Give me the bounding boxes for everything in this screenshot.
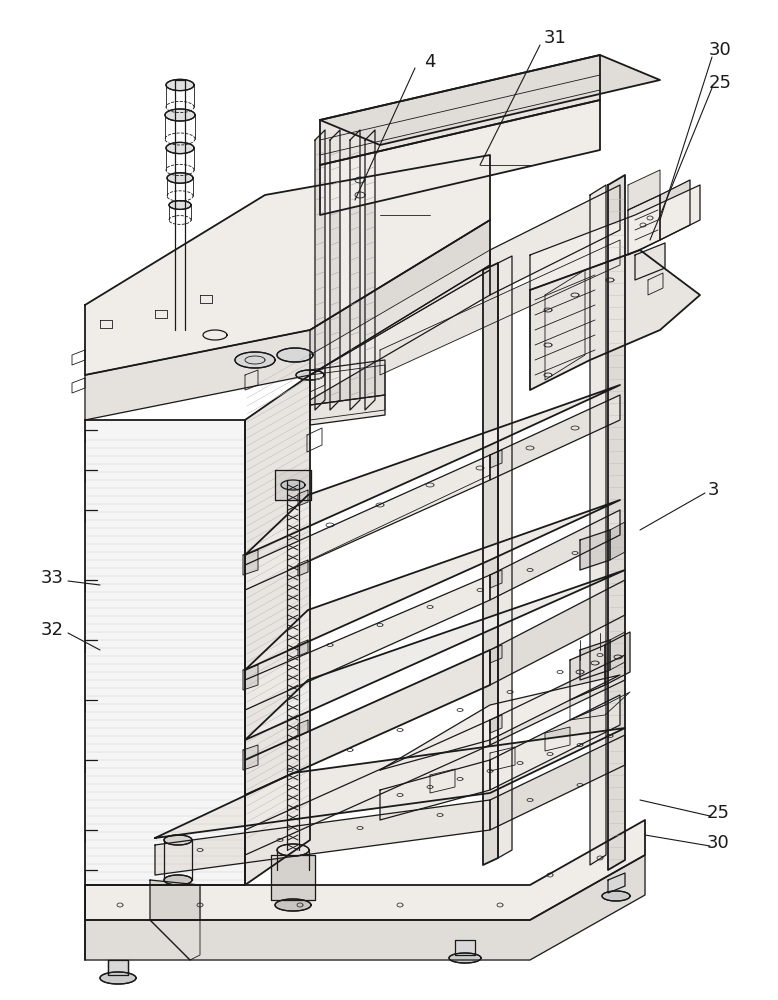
Polygon shape [277, 844, 309, 856]
Polygon shape [545, 727, 570, 751]
Polygon shape [245, 575, 490, 710]
Polygon shape [310, 395, 385, 425]
Polygon shape [320, 100, 600, 215]
Polygon shape [635, 243, 665, 280]
Polygon shape [100, 972, 136, 984]
Polygon shape [271, 855, 315, 900]
Polygon shape [275, 899, 311, 911]
Polygon shape [490, 655, 625, 745]
Polygon shape [298, 490, 308, 506]
Polygon shape [490, 645, 502, 663]
Polygon shape [365, 130, 375, 410]
Polygon shape [490, 735, 625, 830]
Polygon shape [281, 480, 305, 490]
Polygon shape [490, 510, 620, 600]
Polygon shape [498, 256, 512, 858]
Polygon shape [490, 570, 502, 588]
Polygon shape [310, 250, 490, 375]
Polygon shape [167, 173, 193, 183]
Polygon shape [330, 130, 340, 410]
Polygon shape [490, 715, 502, 733]
Polygon shape [570, 645, 605, 700]
Polygon shape [245, 570, 625, 740]
Polygon shape [430, 769, 455, 793]
Polygon shape [490, 185, 620, 295]
Polygon shape [610, 522, 625, 560]
Polygon shape [530, 250, 700, 390]
Polygon shape [455, 940, 475, 955]
Polygon shape [85, 855, 645, 960]
Polygon shape [164, 835, 192, 845]
Text: 4: 4 [424, 53, 436, 71]
Text: 33: 33 [40, 569, 64, 587]
Polygon shape [380, 240, 620, 375]
Text: 25: 25 [709, 74, 731, 92]
Polygon shape [235, 352, 275, 368]
Polygon shape [610, 632, 625, 670]
Polygon shape [277, 348, 313, 362]
Polygon shape [245, 720, 490, 855]
Polygon shape [155, 728, 625, 838]
Polygon shape [310, 360, 385, 405]
Polygon shape [310, 270, 490, 400]
Polygon shape [602, 891, 630, 901]
Polygon shape [166, 142, 194, 154]
Polygon shape [275, 470, 311, 500]
Polygon shape [380, 760, 490, 820]
Polygon shape [166, 79, 194, 91]
Polygon shape [164, 875, 192, 885]
Text: 3: 3 [707, 481, 719, 499]
Polygon shape [245, 650, 490, 795]
Polygon shape [155, 800, 490, 875]
Polygon shape [590, 185, 606, 865]
Polygon shape [245, 385, 620, 555]
Polygon shape [165, 109, 195, 121]
Polygon shape [530, 185, 700, 290]
Polygon shape [243, 550, 258, 575]
Polygon shape [85, 220, 490, 420]
Polygon shape [85, 155, 490, 375]
Text: 30: 30 [709, 41, 731, 59]
Polygon shape [628, 195, 660, 255]
Polygon shape [320, 55, 660, 145]
Polygon shape [608, 175, 625, 870]
Polygon shape [490, 695, 620, 790]
Polygon shape [380, 675, 620, 770]
Polygon shape [243, 745, 258, 770]
Polygon shape [483, 263, 498, 865]
Polygon shape [490, 580, 625, 685]
Polygon shape [245, 500, 620, 670]
Polygon shape [490, 450, 502, 468]
Polygon shape [315, 130, 325, 410]
Polygon shape [243, 665, 258, 690]
Polygon shape [85, 820, 645, 920]
Polygon shape [108, 960, 128, 975]
Polygon shape [608, 873, 625, 893]
Text: 30: 30 [706, 834, 729, 852]
Polygon shape [150, 880, 200, 920]
Polygon shape [245, 455, 490, 590]
Polygon shape [169, 201, 191, 209]
Polygon shape [580, 530, 610, 570]
Text: 25: 25 [706, 804, 730, 822]
Polygon shape [580, 640, 610, 680]
Polygon shape [245, 375, 310, 885]
Polygon shape [310, 220, 490, 375]
Polygon shape [85, 420, 245, 885]
Polygon shape [320, 55, 600, 165]
Text: 32: 32 [40, 621, 64, 639]
Polygon shape [298, 720, 308, 736]
Polygon shape [490, 747, 515, 771]
Polygon shape [490, 395, 620, 480]
Text: 31: 31 [544, 29, 566, 47]
Polygon shape [298, 640, 308, 656]
Polygon shape [605, 632, 630, 685]
Polygon shape [628, 170, 660, 210]
Polygon shape [660, 180, 690, 240]
Polygon shape [298, 560, 308, 576]
Polygon shape [296, 370, 324, 380]
Polygon shape [449, 953, 481, 963]
Polygon shape [350, 130, 360, 410]
